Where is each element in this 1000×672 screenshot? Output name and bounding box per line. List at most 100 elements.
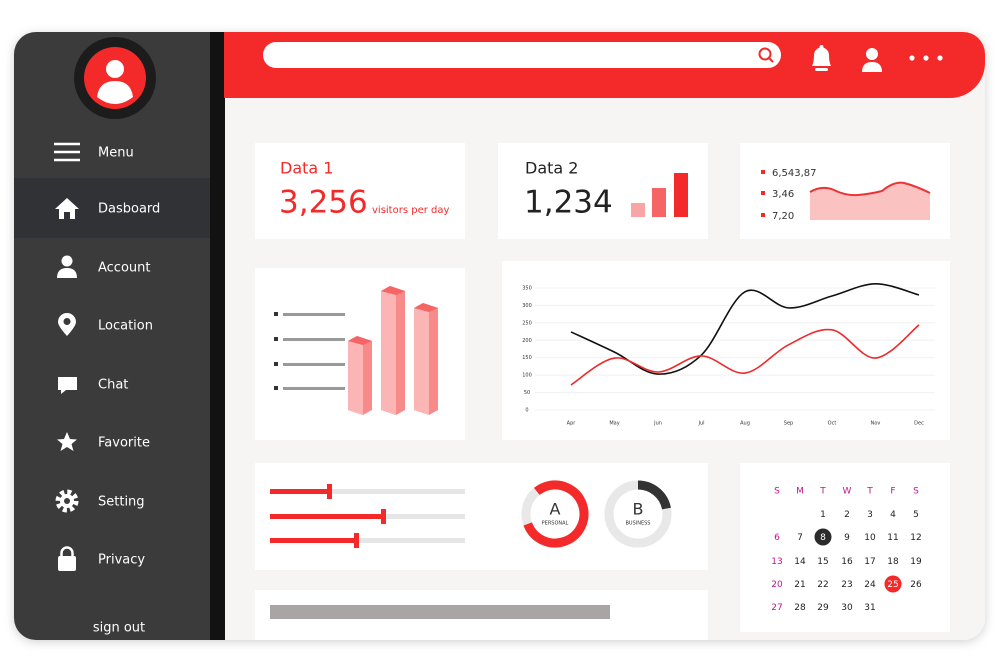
day[interactable]: 29: [817, 603, 829, 613]
x-tick-label: Sep: [784, 421, 793, 427]
day[interactable]: 15: [817, 557, 828, 567]
bullet: [761, 213, 765, 217]
donut-arc: [521, 480, 589, 548]
day[interactable]: 18: [887, 557, 899, 567]
active-row: [14, 178, 210, 238]
stat-label: 3,46: [772, 189, 794, 200]
star-icon: [57, 432, 77, 451]
day[interactable]: 26: [910, 580, 922, 590]
day[interactable]: 4: [890, 510, 896, 520]
nav-item[interactable]: Favorite: [98, 436, 150, 451]
x-tick-label: Oct: [828, 421, 837, 427]
weekday: F: [890, 487, 895, 497]
day[interactable]: 1: [820, 510, 826, 520]
sidebar: [14, 32, 211, 640]
donut-arc: [604, 480, 672, 548]
day[interactable]: 11: [887, 533, 898, 543]
day[interactable]: 8: [820, 533, 826, 543]
sidebar-edge: [210, 32, 225, 640]
menu-label[interactable]: Menu: [98, 146, 134, 161]
day[interactable]: 9: [844, 533, 850, 543]
day[interactable]: 6: [774, 533, 780, 543]
gear-icon: [55, 489, 79, 513]
day-highlight: [884, 575, 902, 593]
chat-icon: [58, 377, 77, 394]
search-icon[interactable]: [758, 47, 774, 63]
day[interactable]: 27: [771, 603, 782, 613]
bars-3d: [348, 286, 438, 415]
day[interactable]: 14: [794, 557, 806, 567]
weekday: T: [866, 487, 873, 497]
y-tick-label: 150: [522, 355, 532, 361]
y-tick-label: 0: [525, 408, 528, 414]
nav-item[interactable]: Setting: [98, 495, 145, 510]
stat-label: 6,543,87: [772, 168, 817, 179]
weekday: S: [913, 487, 919, 497]
mini-bar: [652, 188, 666, 217]
day[interactable]: 17: [864, 557, 875, 567]
line-series: [570, 324, 920, 386]
day[interactable]: 13: [771, 557, 782, 567]
day[interactable]: 10: [864, 533, 876, 543]
y-tick-label: 300: [522, 303, 532, 309]
account-icon: [57, 255, 77, 278]
sliders[interactable]: [270, 484, 465, 548]
location-icon: [58, 313, 76, 336]
nav-item[interactable]: Chat: [98, 378, 128, 393]
day[interactable]: 12: [910, 533, 921, 543]
day-highlight: [814, 528, 832, 546]
y-tick-label: 350: [522, 286, 532, 292]
x-tick-label: Apr: [567, 421, 577, 427]
nav-item[interactable]: Dasboard: [98, 202, 160, 217]
weekday: S: [774, 487, 780, 497]
card: [255, 143, 465, 239]
mini-area: [810, 182, 930, 220]
donut-label: PERSONAL: [542, 521, 569, 527]
day[interactable]: 22: [817, 580, 828, 590]
home-icon: [55, 198, 79, 219]
donut-letter: B: [633, 500, 644, 519]
day[interactable]: 20: [771, 580, 783, 590]
nav-item[interactable]: Privacy: [98, 553, 145, 568]
content: Menu Dasboard Account Location Chat Favo…: [14, 32, 985, 640]
calendar-card: [740, 463, 950, 632]
day[interactable]: 28: [794, 603, 806, 613]
card-title: Data 1: [280, 159, 333, 178]
line-chart: 0 50 100 150 200 250 300 350 Apr May Jun Jul Aug Sep O…: [522, 283, 935, 427]
nav-item[interactable]: Location: [98, 319, 153, 334]
day[interactable]: 30: [841, 603, 853, 613]
user-icon[interactable]: [862, 48, 882, 72]
avatar-head: [106, 60, 124, 78]
y-tick-label: 100: [522, 373, 532, 379]
x-tick-label: May: [609, 421, 619, 427]
day[interactable]: 5: [913, 510, 919, 520]
more-icon[interactable]: [909, 55, 943, 61]
card-title: Data 2: [525, 159, 578, 178]
sign-out[interactable]: sign out: [93, 621, 145, 636]
x-tick-label: Jun: [653, 421, 662, 427]
stat-label: 7,20: [772, 211, 794, 222]
mini-area-line: [809, 181, 931, 197]
x-tick-label: Dec: [914, 421, 924, 427]
day[interactable]: 31: [864, 603, 875, 613]
search-box[interactable]: [263, 42, 781, 68]
day[interactable]: 25: [887, 580, 898, 590]
bell-icon[interactable]: [812, 45, 831, 71]
donut-label: BUSINESS: [626, 521, 651, 527]
nav-item[interactable]: Account: [98, 261, 151, 276]
donut-letter: A: [550, 500, 561, 519]
day[interactable]: 3: [867, 510, 873, 520]
day[interactable]: 2: [844, 510, 850, 520]
card-value: 3,256: [279, 185, 368, 221]
day[interactable]: 7: [797, 533, 803, 543]
day[interactable]: 21: [794, 580, 805, 590]
x-tick-label: Jul: [697, 421, 704, 427]
list-lines: [274, 312, 345, 390]
day[interactable]: 19: [910, 557, 922, 567]
card-note: visitors per day: [372, 205, 449, 216]
day[interactable]: 24: [864, 580, 876, 590]
day[interactable]: 23: [841, 580, 852, 590]
day[interactable]: 16: [841, 557, 853, 567]
